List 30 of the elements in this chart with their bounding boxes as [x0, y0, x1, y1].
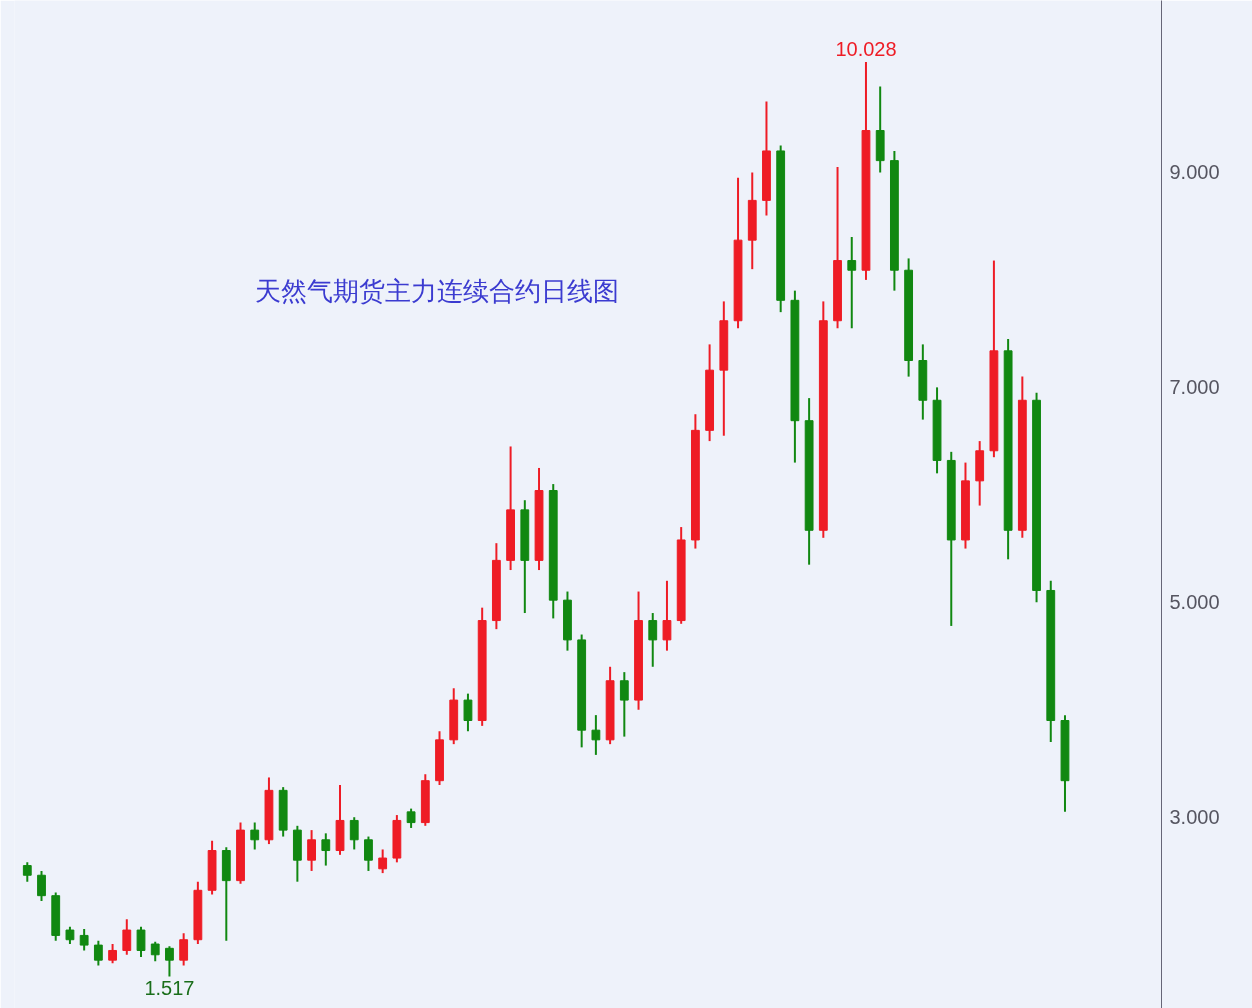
- candlestick: [662, 579, 672, 652]
- candlestick: [250, 821, 260, 851]
- y-tick-label: 7.000: [1169, 376, 1220, 399]
- y-tick-label: 9.000: [1169, 161, 1220, 184]
- y-tick-label: 5.000: [1169, 591, 1220, 614]
- candlestick: [364, 835, 373, 872]
- candlestick: [179, 932, 189, 967]
- candlestick: [136, 925, 146, 958]
- annotation: 10.028: [835, 37, 897, 60]
- candlestick: [463, 692, 473, 733]
- candlestick: [321, 832, 331, 867]
- candlestick: [847, 235, 857, 330]
- candlestick: [619, 671, 629, 738]
- candlestick: [150, 940, 160, 963]
- candlestick: [22, 861, 32, 883]
- candlestick: [165, 945, 174, 978]
- candlestick: [79, 927, 89, 952]
- candlestick: [122, 918, 132, 956]
- candlestick: [93, 939, 103, 967]
- candlestick: [349, 816, 359, 851]
- candlestick: [37, 869, 46, 903]
- candlestick: [307, 829, 316, 872]
- candlestick: [648, 612, 658, 668]
- candlestick: [378, 848, 388, 875]
- candlestick: [591, 714, 601, 756]
- text: 天然气期货主力连续合约日线图: [254, 275, 619, 306]
- annotation: 1.517: [144, 976, 195, 999]
- y-tick-label: 3.000: [1169, 806, 1220, 829]
- candlestick: [406, 807, 416, 829]
- candlestick: [108, 943, 117, 965]
